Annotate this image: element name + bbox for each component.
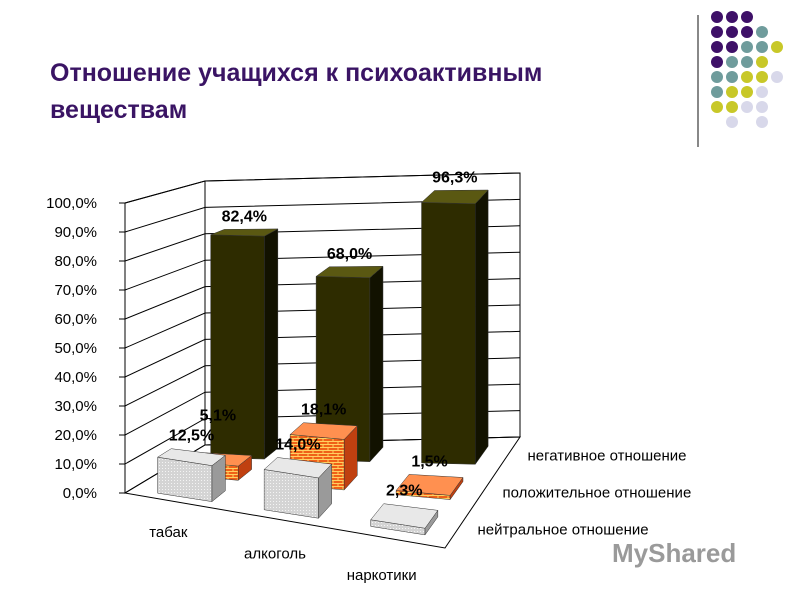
gridline xyxy=(124,330,521,378)
y-tick-label: 100,0% xyxy=(46,195,97,212)
decorative-dot xyxy=(711,86,723,98)
bar-top-face xyxy=(315,266,384,278)
y-tick-label: 0,0% xyxy=(63,485,97,502)
decorative-dot xyxy=(726,101,738,113)
bar-positive xyxy=(395,474,464,501)
decorative-dot xyxy=(726,11,738,23)
gridline xyxy=(124,278,521,320)
decorative-dot xyxy=(711,11,723,23)
category-label: наркотики xyxy=(347,567,417,584)
decorative-dot xyxy=(711,56,723,68)
y-tick-label: 60,0% xyxy=(54,311,97,328)
data-label: 1,5% xyxy=(411,453,447,470)
bar-neutral xyxy=(156,448,226,503)
decorative-dot xyxy=(726,86,738,98)
bar-top-face xyxy=(370,503,439,529)
bar-neutral xyxy=(263,457,333,519)
decorative-dot xyxy=(726,56,738,68)
bar-top-face xyxy=(263,457,333,479)
gridline xyxy=(124,304,521,349)
y-tick-label: 50,0% xyxy=(54,340,97,357)
decorative-dot xyxy=(756,116,768,128)
decorative-dot xyxy=(726,26,738,38)
decorative-dot xyxy=(741,71,753,83)
series-label: негативное отношение xyxy=(528,448,687,465)
gridline xyxy=(124,357,521,407)
data-label: 2,3% xyxy=(386,483,422,500)
decorative-dot xyxy=(711,101,723,113)
bar-top-face xyxy=(156,448,226,466)
data-label: 5,1% xyxy=(200,408,236,425)
gridline xyxy=(124,410,521,465)
decorative-dot xyxy=(711,71,723,83)
bar-front-face xyxy=(421,202,476,465)
watermark-logo: MyShared xyxy=(612,538,737,568)
data-label: 82,4% xyxy=(222,208,267,225)
bar-front-face xyxy=(210,234,265,460)
bar-top-face xyxy=(210,228,278,237)
y-tick-label: 90,0% xyxy=(54,224,97,241)
decorative-dot xyxy=(756,86,768,98)
decorative-dot xyxy=(756,26,768,38)
bar-negative xyxy=(420,189,489,466)
bar-top-face xyxy=(289,422,358,440)
decorative-dot xyxy=(756,41,768,53)
decorative-dot xyxy=(756,71,768,83)
y-tick-label: 70,0% xyxy=(54,282,97,299)
y-tick-label: 10,0% xyxy=(54,456,97,473)
decorative-dot xyxy=(711,26,723,38)
bar-neutral xyxy=(370,503,439,536)
gridline xyxy=(124,436,521,494)
decorative-dot xyxy=(741,26,753,38)
bar-top-face xyxy=(395,474,464,496)
series-label: положительное отношение xyxy=(503,485,692,502)
gridline xyxy=(124,172,521,204)
y-tick-label: 30,0% xyxy=(54,398,97,415)
title-line-2: веществам xyxy=(50,96,188,124)
gridline xyxy=(124,225,521,262)
slide-title: Отношение учащихся к психоактивным вещес… xyxy=(50,55,670,129)
bar-top-face xyxy=(420,189,489,205)
decorative-dot xyxy=(711,41,723,53)
decorative-dot xyxy=(771,41,783,53)
bar-negative xyxy=(210,228,279,460)
decorative-divider xyxy=(697,15,699,147)
data-label: 14,0% xyxy=(275,436,320,453)
series-label: нейтральное отношение xyxy=(478,522,649,539)
y-tick-label: 20,0% xyxy=(54,427,97,444)
decorative-dot xyxy=(741,101,753,113)
decorative-dot xyxy=(741,41,753,53)
data-label: 68,0% xyxy=(327,246,372,263)
bar-side-face xyxy=(475,189,489,466)
decorative-dot xyxy=(756,101,768,113)
decorative-dot xyxy=(726,41,738,53)
title-line-1: Отношение учащихся к психоактивным xyxy=(50,59,543,87)
gridline xyxy=(124,383,521,436)
bar-side-face xyxy=(369,265,384,463)
data-label: 96,3% xyxy=(432,170,477,187)
bar-side-face xyxy=(264,228,279,460)
decorative-dot xyxy=(741,56,753,68)
category-label: табак xyxy=(149,524,188,541)
decorative-dot xyxy=(771,71,783,83)
data-label: 18,1% xyxy=(301,402,346,419)
data-label: 12,5% xyxy=(169,428,214,445)
y-tick-label: 40,0% xyxy=(54,369,97,386)
decorative-dot xyxy=(726,71,738,83)
gridline xyxy=(124,251,521,291)
category-label: алкоголь xyxy=(244,546,306,563)
y-tick-label: 80,0% xyxy=(54,253,97,270)
gridline xyxy=(124,198,521,233)
decorative-dot xyxy=(741,86,753,98)
decorative-dot xyxy=(726,116,738,128)
bar-negative xyxy=(315,265,384,463)
decorative-dot xyxy=(756,56,768,68)
decorative-dot xyxy=(741,11,753,23)
